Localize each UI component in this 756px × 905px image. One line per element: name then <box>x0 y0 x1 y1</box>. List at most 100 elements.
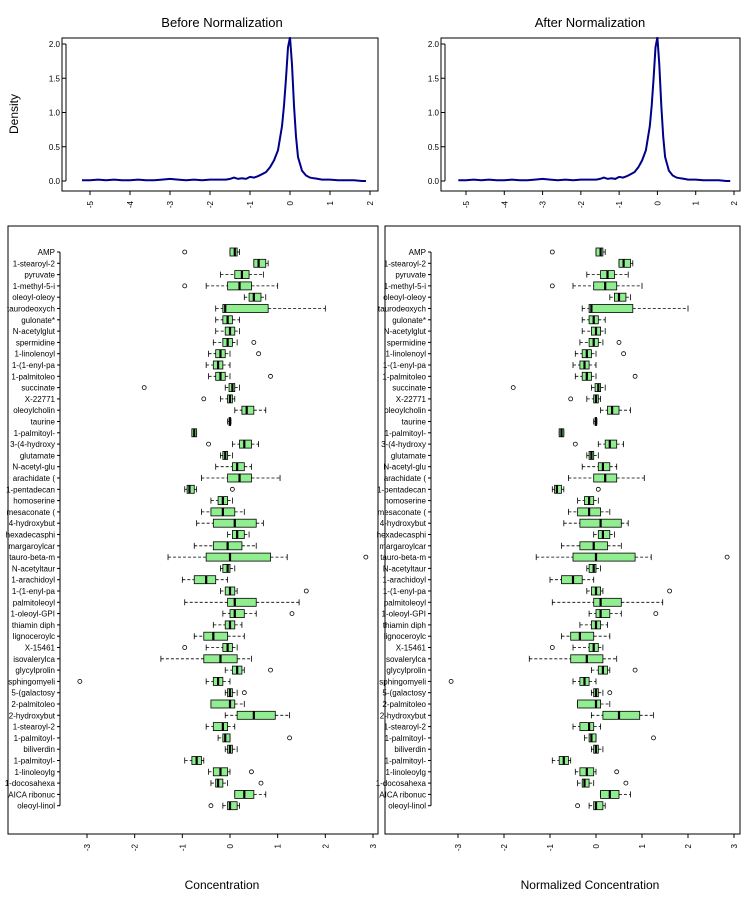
box-iqr <box>572 552 636 562</box>
box-iqr <box>241 405 255 415</box>
box-outlier <box>229 486 235 492</box>
boxplot-category-label: N-acetyl-glu <box>12 463 55 472</box>
box-outlier <box>251 339 257 345</box>
boxplot-category-label: mesaconate ( <box>378 508 427 517</box>
density-x-tick-label: -1 <box>246 200 255 208</box>
box-outlier <box>289 611 295 616</box>
boxplot-category-label: tauro-beta-m <box>9 553 55 562</box>
boxplot-category-label: biliverdin <box>23 745 55 754</box>
box-iqr <box>614 292 627 302</box>
boxplot-category-label: 1-palmitoyl- <box>385 429 427 438</box>
box-iqr <box>222 733 231 743</box>
boxplot-category-label: 1-linoleoylg <box>386 768 426 777</box>
density-y-tick-label: 1.0 <box>49 109 61 118</box>
box-iqr <box>579 722 595 731</box>
boxplot-category-label: N-acetyltaur <box>383 564 426 573</box>
box-iqr <box>595 609 611 618</box>
boxplot-category-label: thiamin diph <box>383 621 426 630</box>
boxplot-category-label: 1-stearoyl-2 <box>384 259 427 268</box>
box-outlier <box>549 283 555 289</box>
box-iqr <box>203 631 229 641</box>
boxplot-category-label: lignoceroylc <box>13 632 55 641</box>
boxplot-category-label: 1-linolenoyl <box>15 350 56 359</box>
box-outlier <box>667 588 672 594</box>
density-plot-frame <box>61 37 379 192</box>
box-outlier <box>614 769 620 775</box>
density-x-tick-label: -2 <box>577 200 586 208</box>
box-outlier <box>724 554 730 560</box>
box-outlier <box>182 645 188 650</box>
boxplot-category-label: oleoylcholin <box>384 406 426 415</box>
boxplot-category-label: 1-palmitoyl- <box>14 429 56 438</box>
density-x-tick-label: -4 <box>500 200 509 208</box>
box-iqr <box>597 462 611 472</box>
boxplot-category-label: gulonate* <box>21 316 55 325</box>
boxplot-category-label: AICA ribonuc <box>8 790 55 799</box>
box-outlier <box>268 373 273 379</box>
boxplot-category-label: 1-palmitoyl- <box>14 734 56 743</box>
box-outlier <box>632 373 638 379</box>
boxplot-category-label: 1-(1-enyl-pa <box>383 587 427 596</box>
boxplot-category-label: X-15461 <box>25 644 56 653</box>
density-x-tick-label: -1 <box>615 200 624 208</box>
boxplot-category-label: hexadecasphi <box>6 531 56 540</box>
box-iqr <box>222 304 269 313</box>
box-outlier <box>653 611 659 616</box>
box-iqr <box>212 722 229 731</box>
box-iqr <box>229 247 238 257</box>
boxplot-category-label: 1-oleoyl-GPI <box>11 610 55 619</box>
box-iqr <box>236 710 276 720</box>
boxplot-category-label: 4-hydroxybut <box>9 519 56 528</box>
boxplot-x-tick-label: -2 <box>500 843 509 851</box>
panel-after: After Normalization 0.0 0.5 1.0 1.5 2.0 -5 -4 -3… <box>376 15 741 892</box>
boxplot-x-tick-label: -1 <box>178 843 187 851</box>
box-iqr <box>215 778 224 788</box>
boxplot-category-label: 4-hydroxybut <box>380 519 427 528</box>
box-iqr <box>554 484 562 494</box>
boxplot-category-label: 1-stearoyl-2 <box>13 259 56 268</box>
boxplot-category-label: 1-linoleoylg <box>15 768 55 777</box>
box-outlier <box>287 735 292 741</box>
density-x-tick-label: 1 <box>326 200 335 205</box>
boxplot-category-label: 1-palmitoleo <box>11 372 55 381</box>
boxplot-category-label: 2-hydroxybut <box>380 711 427 720</box>
box-outlier <box>572 441 578 447</box>
box-iqr <box>210 699 236 709</box>
box-outlier <box>568 396 574 402</box>
box-outlier <box>549 249 555 255</box>
boxplot-category-label: hexadecasphi <box>377 531 427 540</box>
box-outlier <box>256 351 262 357</box>
panel-title: Before Normalization <box>161 15 282 30</box>
boxplot-category-label: 1-(1-enyl-pa <box>12 587 56 596</box>
boxplot-category-label: homoserine <box>13 497 55 506</box>
boxplot-category-label: thiamin diph <box>12 621 55 630</box>
boxplot-category-label: sphingomyeli <box>379 677 426 686</box>
density-y-tick-label: 1.0 <box>428 109 440 118</box>
boxplot-category-label: 1-oleoyl-GPI <box>382 610 426 619</box>
boxplot-category-label: 1-palmitoyl- <box>14 757 56 766</box>
boxplot-category-label: arachidate ( <box>13 474 56 483</box>
box-outlier <box>510 385 516 391</box>
box-outlier <box>448 679 454 684</box>
box-outlier <box>241 690 247 696</box>
boxplot-category-label: 1-methyl-5-i <box>384 282 426 291</box>
boxplot-category-label: AMP <box>38 248 55 257</box>
boxplot-frame <box>7 225 379 835</box>
panel-before: Before Normalization 0.0 0.5 1.0 1.5 2.0 Densi… <box>5 15 379 892</box>
boxplot-category-label: 1-docosahexa <box>5 779 56 788</box>
boxplot-category-label: 5-(galactosy <box>11 689 55 698</box>
boxplot-category-label: X-22771 <box>25 395 56 404</box>
boxplot-category-label: 1-(1-enyl-pa <box>383 361 427 370</box>
boxplot-category-label: oleoyl-oleoy <box>12 293 55 302</box>
boxplot-category-label: X-22771 <box>396 395 427 404</box>
boxplot-x-tick-label: 0 <box>592 843 601 848</box>
boxplot-category-label: succinate <box>392 384 426 393</box>
box-outlier <box>651 735 656 741</box>
box-outlier <box>575 803 580 809</box>
boxplot-category-label: taurine <box>31 418 56 427</box>
boxplot-x-tick-label: 0 <box>226 843 235 848</box>
density-x-tick-label: -2 <box>206 200 215 208</box>
density-x-tick-label: 0 <box>286 200 295 205</box>
density-x-tick-label: -5 <box>462 200 471 208</box>
boxplot-category-label: 1-pentadecan <box>377 485 426 494</box>
